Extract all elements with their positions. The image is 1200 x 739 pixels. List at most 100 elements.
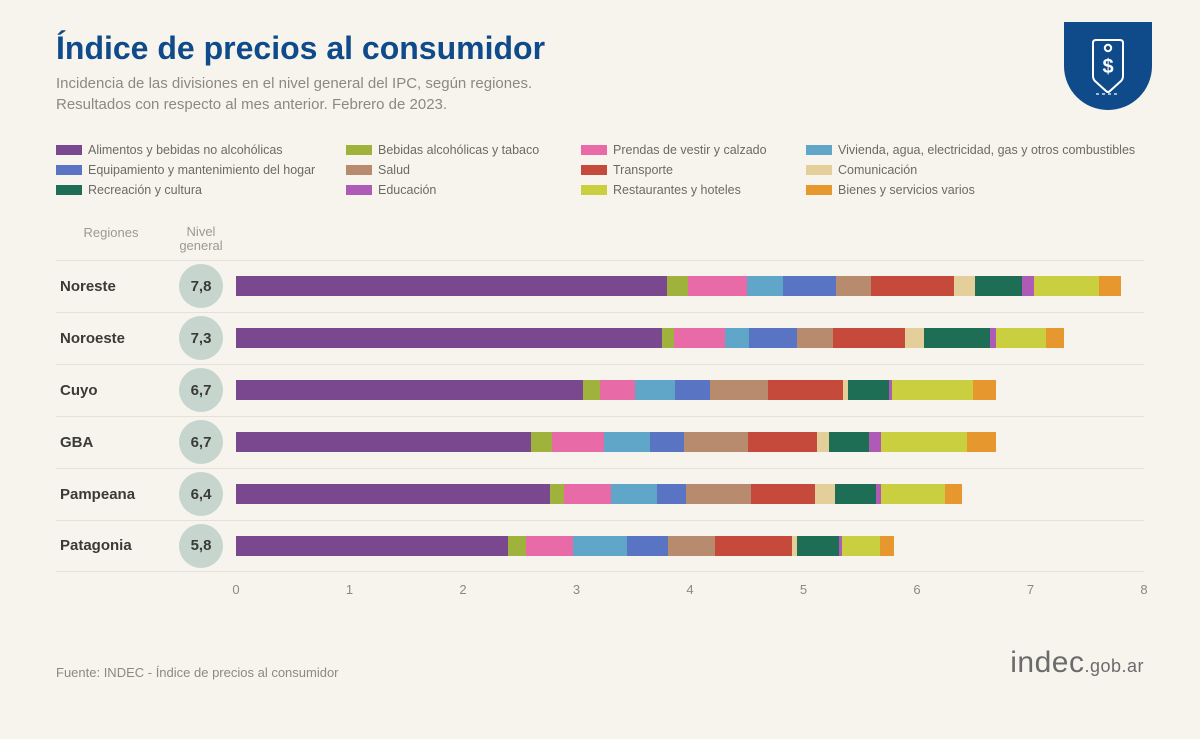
bar-segment-alimentos	[236, 380, 583, 400]
chart-row: Cuyo6,7	[56, 364, 1144, 416]
bar-segment-equipamiento	[657, 484, 686, 504]
legend-item: Vivienda, agua, electricidad, gas y otro…	[806, 143, 1144, 157]
svg-text:$: $	[1102, 56, 1113, 78]
bar-segment-vivienda	[747, 276, 782, 296]
axis-tick: 5	[800, 582, 807, 597]
bar-segment-vivienda	[635, 380, 675, 400]
logo-main: indec	[1010, 646, 1084, 679]
bar-segment-vivienda	[604, 432, 650, 452]
legend-label: Transporte	[613, 163, 673, 177]
source-text: Fuente: INDEC - Índice de precios al con…	[56, 665, 339, 680]
bar-segment-bienes_serv	[967, 432, 996, 452]
region-label: Patagonia	[56, 537, 166, 554]
legend-item: Alimentos y bebidas no alcohólicas	[56, 143, 346, 157]
legend-swatch	[56, 185, 82, 195]
legend-label: Salud	[378, 163, 410, 177]
axis-tick: 8	[1140, 582, 1147, 597]
bar-segment-alimentos	[236, 484, 550, 504]
bar-segment-bienes_serv	[945, 484, 962, 504]
legend-item: Recreación y cultura	[56, 183, 346, 197]
region-label: Noreste	[56, 278, 166, 295]
bar-segment-bebidas_alc	[531, 432, 552, 452]
footer: Fuente: INDEC - Índice de precios al con…	[56, 646, 1144, 680]
legend-label: Equipamiento y mantenimiento del hogar	[88, 163, 315, 177]
bar-segment-salud	[797, 328, 833, 348]
bar	[236, 276, 1144, 296]
col-header-region: Regiones	[56, 225, 166, 254]
bar-segment-equipamiento	[783, 276, 836, 296]
bar-segment-recreacion	[835, 484, 876, 504]
bar-segment-restaurantes	[996, 328, 1046, 348]
legend-swatch	[581, 185, 607, 195]
legend-swatch	[806, 185, 832, 195]
subtitle-line-2: Resultados con respecto al mes anterior.…	[56, 96, 447, 113]
legend-label: Recreación y cultura	[88, 183, 202, 197]
bar-segment-comunicacion	[815, 484, 836, 504]
legend-item: Prendas de vestir y calzado	[581, 143, 806, 157]
chart-row: Noroeste7,3	[56, 312, 1144, 364]
bar	[236, 432, 1144, 452]
legend-item: Bienes y servicios varios	[806, 183, 1144, 197]
bar-segment-bebidas_alc	[508, 536, 526, 556]
legend-swatch	[346, 145, 372, 155]
bar	[236, 380, 1144, 400]
bar-segment-bebidas_alc	[667, 276, 688, 296]
legend-label: Prendas de vestir y calzado	[613, 143, 767, 157]
legend-label: Bebidas alcohólicas y tabaco	[378, 143, 539, 157]
bar-segment-equipamiento	[650, 432, 685, 452]
region-label: GBA	[56, 434, 166, 451]
column-headers: Regiones Nivelgeneral	[56, 225, 1144, 254]
bar-segment-restaurantes	[842, 536, 880, 556]
bar-segment-vivienda	[725, 328, 749, 348]
legend: Alimentos y bebidas no alcohólicas Bebida…	[56, 143, 1144, 197]
legend-item: Restaurantes y hoteles	[581, 183, 806, 197]
legend-swatch	[806, 165, 832, 175]
bar-segment-bebidas_alc	[550, 484, 564, 504]
bar-segment-bienes_serv	[1099, 276, 1121, 296]
x-axis: 012345678	[56, 582, 1144, 602]
legend-swatch	[56, 165, 82, 175]
value-badge: 7,8	[179, 264, 223, 308]
bar-segment-salud	[686, 484, 750, 504]
legend-swatch	[346, 165, 372, 175]
bar-segment-equipamiento	[749, 328, 797, 348]
bar-segment-transporte	[871, 276, 954, 296]
bar-segment-comunicacion	[954, 276, 975, 296]
indec-logo: indec.gob.ar	[1010, 646, 1144, 680]
bar	[236, 328, 1144, 348]
legend-swatch	[806, 145, 832, 155]
bar-segment-bienes_serv	[880, 536, 894, 556]
legend-swatch	[56, 145, 82, 155]
bar-segment-bebidas_alc	[662, 328, 674, 348]
bar-segment-comunicacion	[817, 432, 829, 452]
bar-segment-prendas	[526, 536, 573, 556]
bar-segment-salud	[710, 380, 768, 400]
bar-segment-recreacion	[924, 328, 990, 348]
bar	[236, 536, 1144, 556]
bar-segment-restaurantes	[881, 484, 945, 504]
axis-tick: 3	[573, 582, 580, 597]
bar-segment-transporte	[768, 380, 843, 400]
chart-row: Noreste 7,8	[56, 260, 1144, 312]
value-badge: 6,4	[179, 472, 223, 516]
legend-label: Alimentos y bebidas no alcohólicas	[88, 143, 283, 157]
chart-rows: Noreste7,8Noroeste7,3Cuyo6,7GBA6,7Pampea…	[56, 260, 1144, 572]
chart: Regiones Nivelgeneral Noreste 7,8Noroeste…	[56, 225, 1144, 602]
bar-segment-bienes_serv	[973, 380, 996, 400]
page-subtitle: Incidencia de las divisiones en el nivel…	[56, 73, 1144, 115]
page-title: Índice de precios al consumidor	[56, 30, 1144, 67]
bar-segment-alimentos	[236, 432, 531, 452]
axis-tick: 0	[232, 582, 239, 597]
legend-swatch	[581, 165, 607, 175]
bar-segment-educacion	[1022, 276, 1034, 296]
axis-tick: 7	[1027, 582, 1034, 597]
legend-label: Bienes y servicios varios	[838, 183, 975, 197]
bar-segment-recreacion	[848, 380, 888, 400]
bar	[236, 484, 1144, 504]
bar-segment-restaurantes	[1034, 276, 1099, 296]
bar-segment-alimentos	[236, 276, 667, 296]
legend-item: Educación	[346, 183, 581, 197]
bar-segment-salud	[668, 536, 715, 556]
bar-segment-transporte	[751, 484, 815, 504]
logo-domain: .gob.ar	[1084, 656, 1144, 676]
